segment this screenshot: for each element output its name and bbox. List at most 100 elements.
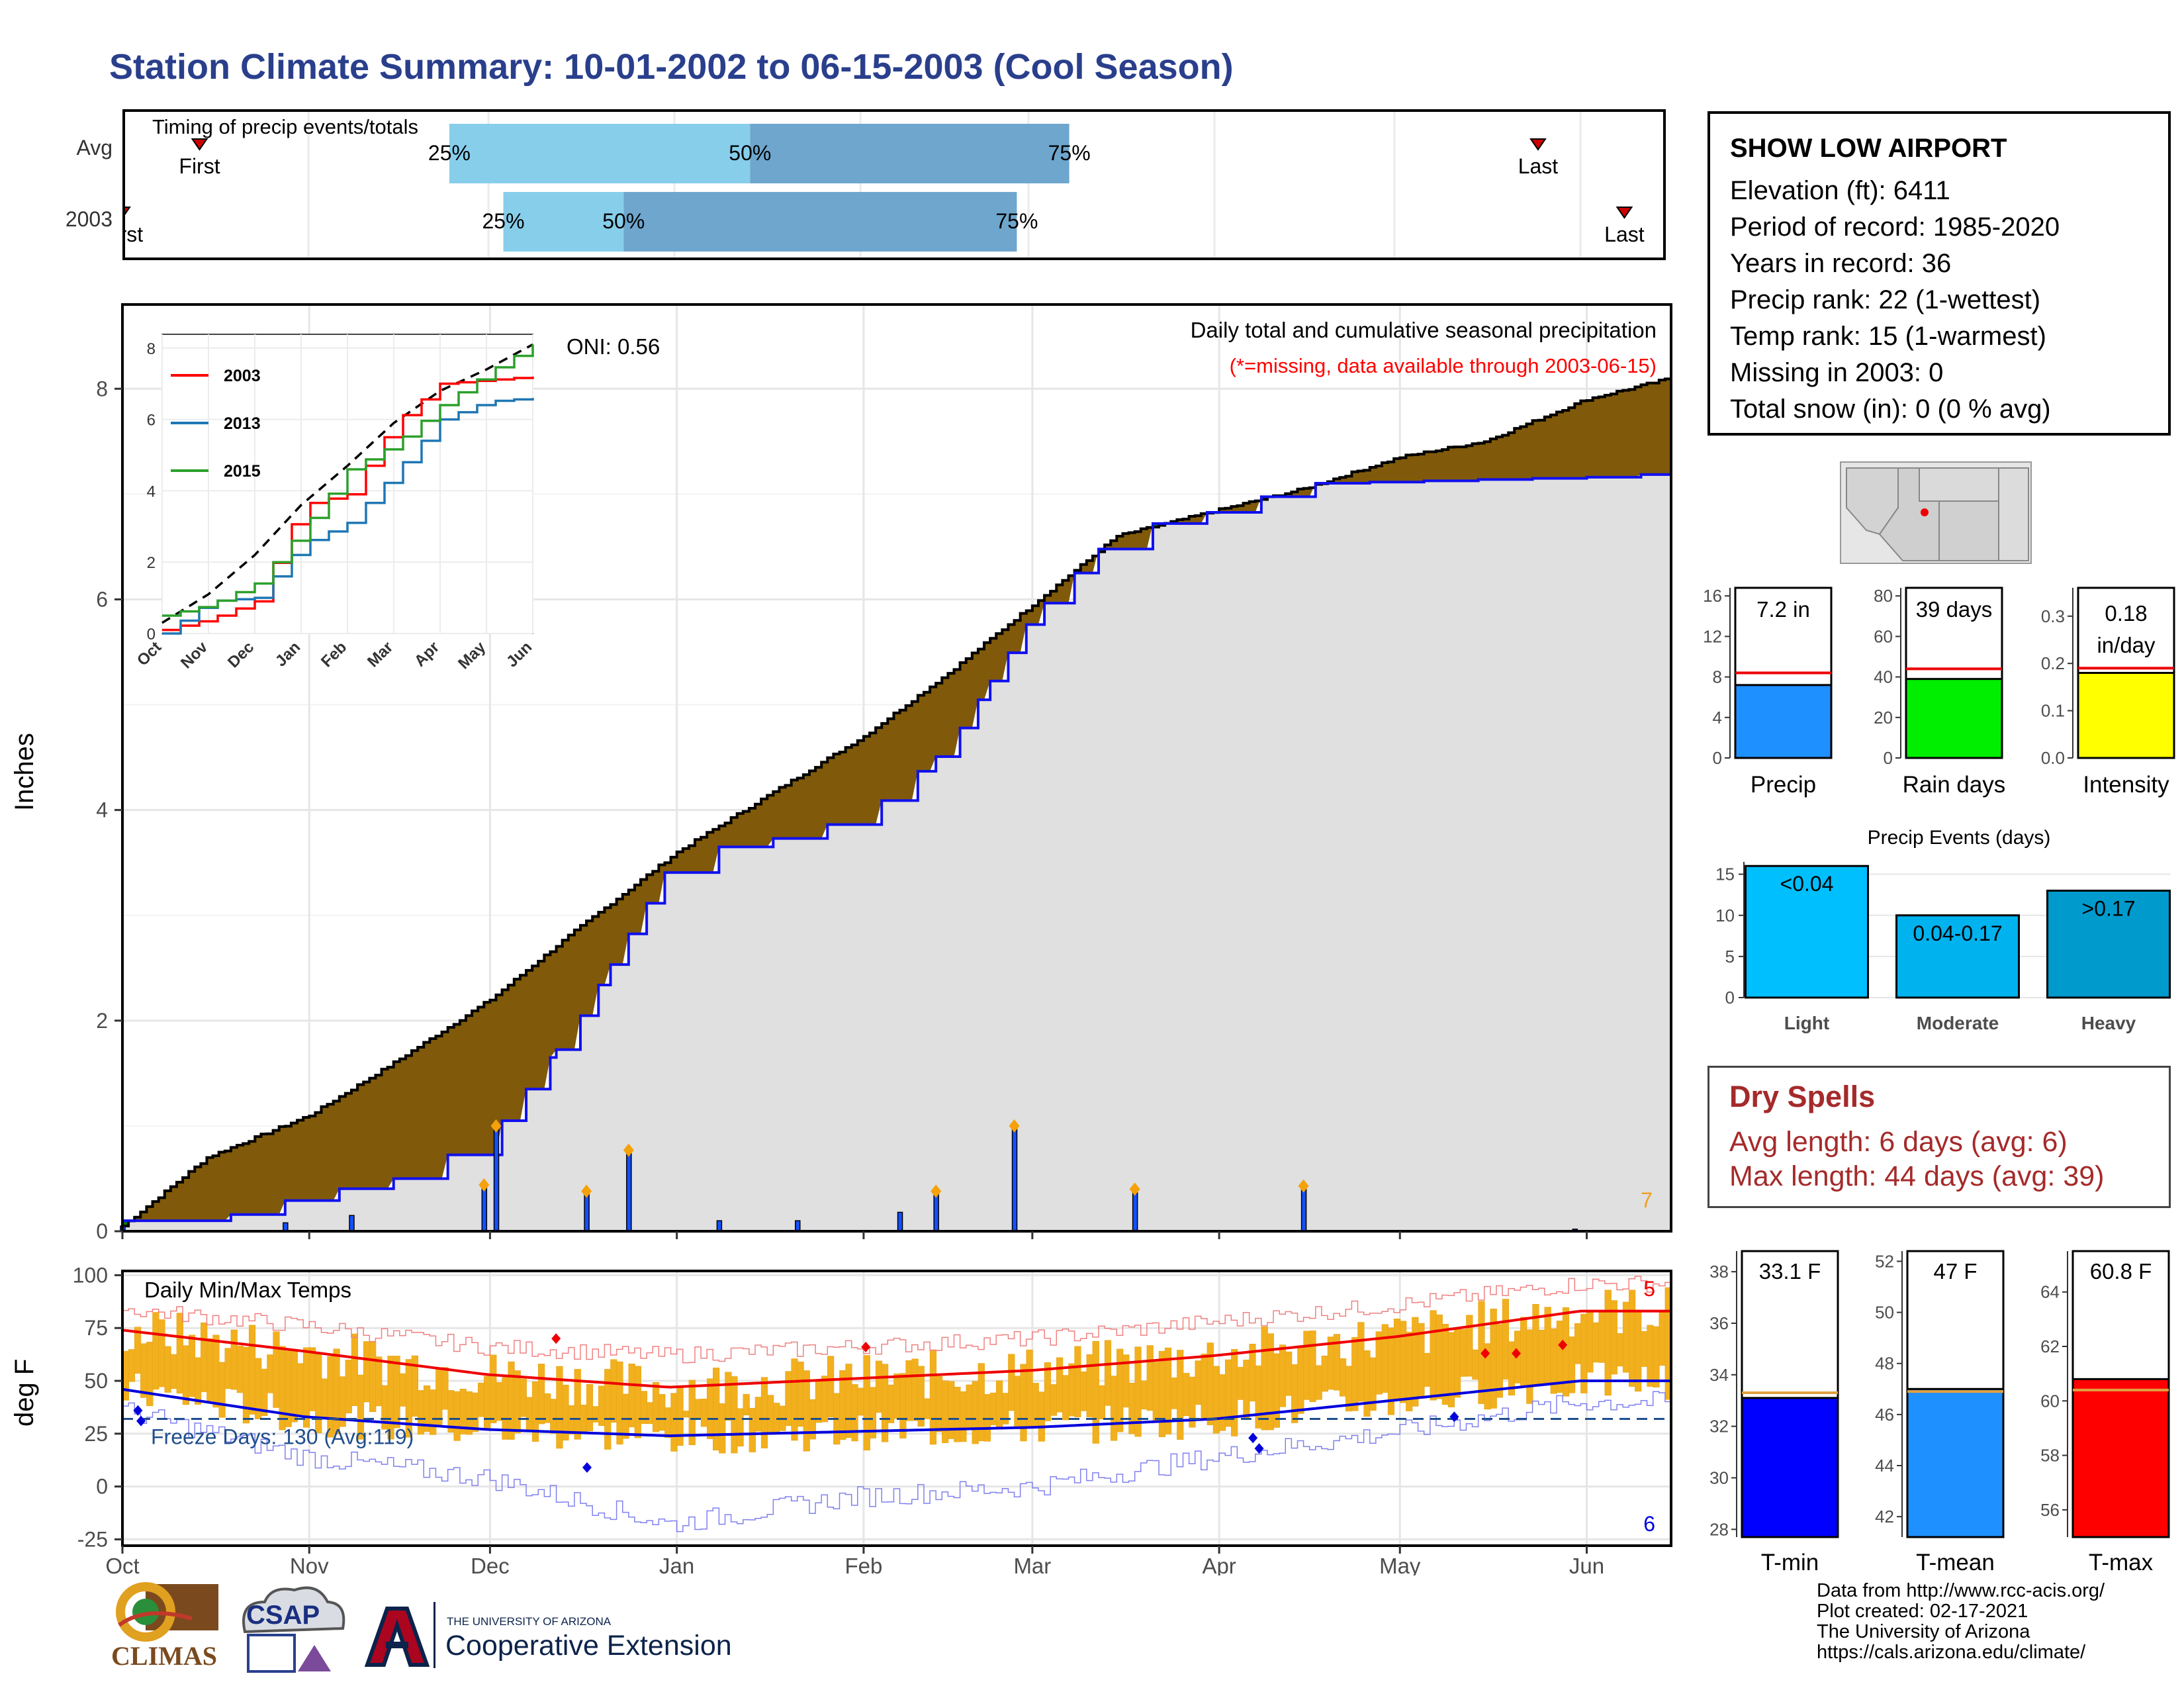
daily-temp-bar xyxy=(574,1369,581,1440)
mini-bar-precip xyxy=(1734,684,1833,759)
daily-temp-bar xyxy=(1158,1350,1166,1437)
daily-temp-bar xyxy=(393,1356,400,1429)
daily-temp-bar xyxy=(1538,1329,1545,1384)
precip-plot-frame xyxy=(121,303,1672,1233)
precip-avg-cumulative-line xyxy=(122,377,1672,1228)
daily-temp-bar xyxy=(537,1364,545,1425)
mini-bar-rain-days xyxy=(1905,678,2003,759)
daily-temp-bar xyxy=(743,1393,750,1416)
daily-temp-bar xyxy=(1393,1319,1401,1401)
daily-temp-bar xyxy=(972,1381,979,1444)
temp-summary-value-label: 60.8 F xyxy=(2090,1259,2152,1284)
inset-legend-label: 2003 xyxy=(224,367,261,385)
daily-temp-bar xyxy=(1460,1329,1467,1377)
precip-summary-bars: 0 4 8 12 16 7.2 in Precip 0 20 40 60 80 39 days Rain … xyxy=(1703,586,2175,798)
temp-record-marker xyxy=(1480,1348,1490,1359)
daily-temp-bar xyxy=(309,1347,316,1411)
daily-temp-bar xyxy=(1080,1371,1087,1411)
daily-temp-bar xyxy=(917,1366,925,1427)
station-location-marker xyxy=(1921,508,1929,516)
daily-temp-bar xyxy=(1140,1380,1148,1410)
daily-temp-bar xyxy=(1183,1373,1190,1417)
daily-temp-bar xyxy=(664,1407,672,1438)
daily-temp-bar xyxy=(1430,1310,1437,1401)
daily-temp-bar xyxy=(188,1335,196,1397)
daily-temp-bar xyxy=(525,1397,533,1431)
locator-map xyxy=(1840,461,2032,564)
temp-record-low-count: 6 xyxy=(1643,1512,1655,1536)
logo-divider xyxy=(433,1602,435,1668)
mini-bar-value-unit: in/day xyxy=(2097,633,2156,657)
daily-temp-bar xyxy=(1201,1354,1208,1419)
daily-temp-bar xyxy=(520,1378,527,1417)
temp-summary-category-label: T-max xyxy=(2089,1550,2154,1575)
daily-precip-bar xyxy=(795,1220,801,1232)
daily-precip-bar xyxy=(626,1149,632,1232)
precip-corner-count: 7 xyxy=(1641,1188,1653,1212)
events-category-label: Light xyxy=(1784,1013,1829,1033)
precip-chart: 0 2 4 6 8 Daily total and cumulative seasonal… xyxy=(96,303,1672,1243)
temp-record-marker xyxy=(1254,1443,1264,1454)
daily-temp-bar xyxy=(1273,1353,1281,1428)
daily-temp-bar xyxy=(1026,1349,1033,1427)
temp-record-marker xyxy=(1512,1348,1521,1359)
temp-summary-ytick-label: 52 xyxy=(1875,1251,1894,1271)
daily-temp-bar xyxy=(616,1361,623,1445)
daily-temp-bar xyxy=(754,1397,762,1432)
station-elevation: Elevation (ft): 6411 xyxy=(1730,176,1950,205)
daily-temp-bar xyxy=(1020,1364,1027,1442)
station-temp-rank: Temp rank: 15 (1-warmest) xyxy=(1730,322,2046,351)
temp-summary-ytick-label: 28 xyxy=(1709,1519,1729,1539)
month-tick-label: May xyxy=(1379,1554,1421,1575)
daily-temp-bar xyxy=(182,1345,190,1405)
temp-summary-ytick-label: 32 xyxy=(1709,1417,1729,1436)
daily-temp-bar xyxy=(1074,1346,1081,1417)
timing-pct-label: 50% xyxy=(602,209,645,233)
daily-temp-bar xyxy=(261,1368,268,1417)
daily-temp-bar xyxy=(1435,1314,1443,1399)
inset-legend-label: 2015 xyxy=(224,462,261,481)
daily-temp-bar xyxy=(923,1398,931,1419)
university-of-arizona-logo xyxy=(364,1607,430,1667)
daily-temp-bar xyxy=(797,1361,804,1427)
daily-temp-bar xyxy=(1146,1345,1154,1411)
inset-ytick-label: 0 xyxy=(147,626,156,643)
mini-bar-ytick-label: 4 xyxy=(1713,708,1722,727)
precip-2003-cumulative-line xyxy=(122,473,1671,1223)
daily-temp-bar xyxy=(363,1341,371,1403)
daily-temp-bar xyxy=(158,1319,165,1387)
daily-temp-bar xyxy=(1056,1357,1064,1413)
daily-temp-bar xyxy=(242,1346,250,1424)
daily-temp-bar xyxy=(983,1394,991,1442)
daily-temp-bar xyxy=(1086,1354,1093,1417)
precip-surplus-area xyxy=(1261,496,1268,500)
daily-temp-bar xyxy=(766,1395,774,1435)
daily-temp-bar xyxy=(1381,1324,1388,1393)
temp-summary-bar-t-max xyxy=(2071,1378,2170,1538)
daily-temp-bar xyxy=(960,1391,967,1442)
mini-bar-ytick-label: 0 xyxy=(1713,748,1722,768)
daily-temp-bar xyxy=(1659,1310,1666,1366)
daily-temp-bar xyxy=(893,1374,901,1419)
daily-temp-bar xyxy=(1062,1375,1069,1421)
temp-summary-ytick-label: 56 xyxy=(2040,1500,2060,1520)
daily-temp-bar xyxy=(453,1391,461,1441)
daily-temp-bar xyxy=(989,1392,997,1425)
daily-temp-bar xyxy=(170,1354,177,1389)
daily-temp-bar xyxy=(1152,1362,1160,1421)
month-tick-label: Jun xyxy=(1569,1554,1604,1575)
daily-temp-bar xyxy=(646,1402,654,1425)
daily-temp-bar xyxy=(905,1360,913,1421)
daily-temp-bar xyxy=(399,1373,406,1407)
daily-temp-bar xyxy=(1038,1391,1045,1442)
csap-logo xyxy=(242,1586,345,1673)
daily-precip-bar xyxy=(716,1220,723,1232)
daily-temp-bar xyxy=(201,1322,208,1392)
daily-temp-bar xyxy=(435,1368,443,1425)
daily-temp-bar xyxy=(1520,1317,1527,1388)
daily-temp-bar xyxy=(508,1361,515,1440)
daily-temp-bar xyxy=(1574,1323,1582,1364)
month-tick-label: Feb xyxy=(844,1554,882,1575)
daily-temp-bar xyxy=(682,1411,690,1418)
temp-record-marker xyxy=(1248,1432,1258,1444)
